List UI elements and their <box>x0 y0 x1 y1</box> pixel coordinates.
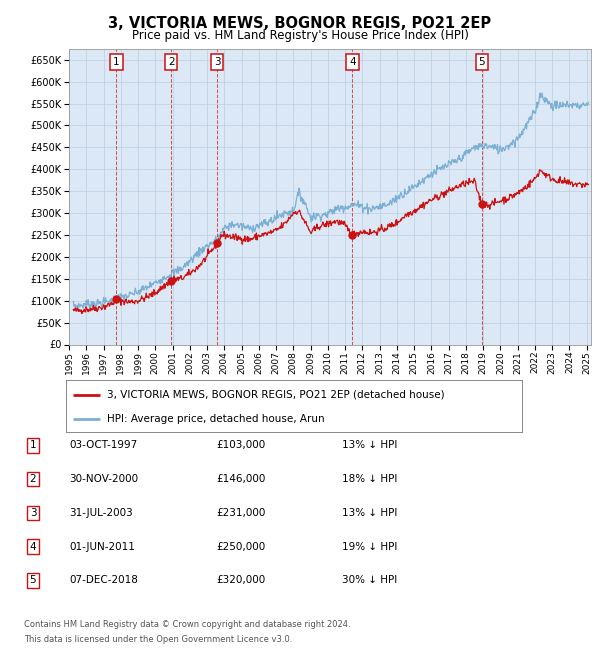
Text: 18% ↓ HPI: 18% ↓ HPI <box>342 474 397 484</box>
Text: 3, VICTORIA MEWS, BOGNOR REGIS, PO21 2EP: 3, VICTORIA MEWS, BOGNOR REGIS, PO21 2EP <box>109 16 491 31</box>
Text: 5: 5 <box>29 575 37 586</box>
Text: 30-NOV-2000: 30-NOV-2000 <box>69 474 138 484</box>
Text: 2: 2 <box>168 57 175 67</box>
Text: 13% ↓ HPI: 13% ↓ HPI <box>342 508 397 518</box>
Text: £231,000: £231,000 <box>216 508 265 518</box>
Text: 13% ↓ HPI: 13% ↓ HPI <box>342 440 397 450</box>
Text: £320,000: £320,000 <box>216 575 265 586</box>
Text: 1: 1 <box>113 57 120 67</box>
Text: 4: 4 <box>349 57 356 67</box>
Text: 3: 3 <box>214 57 220 67</box>
Text: 3: 3 <box>29 508 37 518</box>
Text: HPI: Average price, detached house, Arun: HPI: Average price, detached house, Arun <box>107 414 325 424</box>
Text: This data is licensed under the Open Government Licence v3.0.: This data is licensed under the Open Gov… <box>24 634 292 644</box>
Text: 19% ↓ HPI: 19% ↓ HPI <box>342 541 397 552</box>
Text: £250,000: £250,000 <box>216 541 265 552</box>
Text: 07-DEC-2018: 07-DEC-2018 <box>69 575 138 586</box>
Text: 30% ↓ HPI: 30% ↓ HPI <box>342 575 397 586</box>
Text: Price paid vs. HM Land Registry's House Price Index (HPI): Price paid vs. HM Land Registry's House … <box>131 29 469 42</box>
Text: 2: 2 <box>29 474 37 484</box>
Text: 1: 1 <box>29 440 37 450</box>
Text: 4: 4 <box>29 541 37 552</box>
Text: 01-JUN-2011: 01-JUN-2011 <box>69 541 135 552</box>
Text: 3, VICTORIA MEWS, BOGNOR REGIS, PO21 2EP (detached house): 3, VICTORIA MEWS, BOGNOR REGIS, PO21 2EP… <box>107 390 445 400</box>
Text: 03-OCT-1997: 03-OCT-1997 <box>69 440 137 450</box>
Text: Contains HM Land Registry data © Crown copyright and database right 2024.: Contains HM Land Registry data © Crown c… <box>24 620 350 629</box>
Text: £146,000: £146,000 <box>216 474 265 484</box>
Text: 31-JUL-2003: 31-JUL-2003 <box>69 508 133 518</box>
Text: £103,000: £103,000 <box>216 440 265 450</box>
Text: 5: 5 <box>478 57 485 67</box>
